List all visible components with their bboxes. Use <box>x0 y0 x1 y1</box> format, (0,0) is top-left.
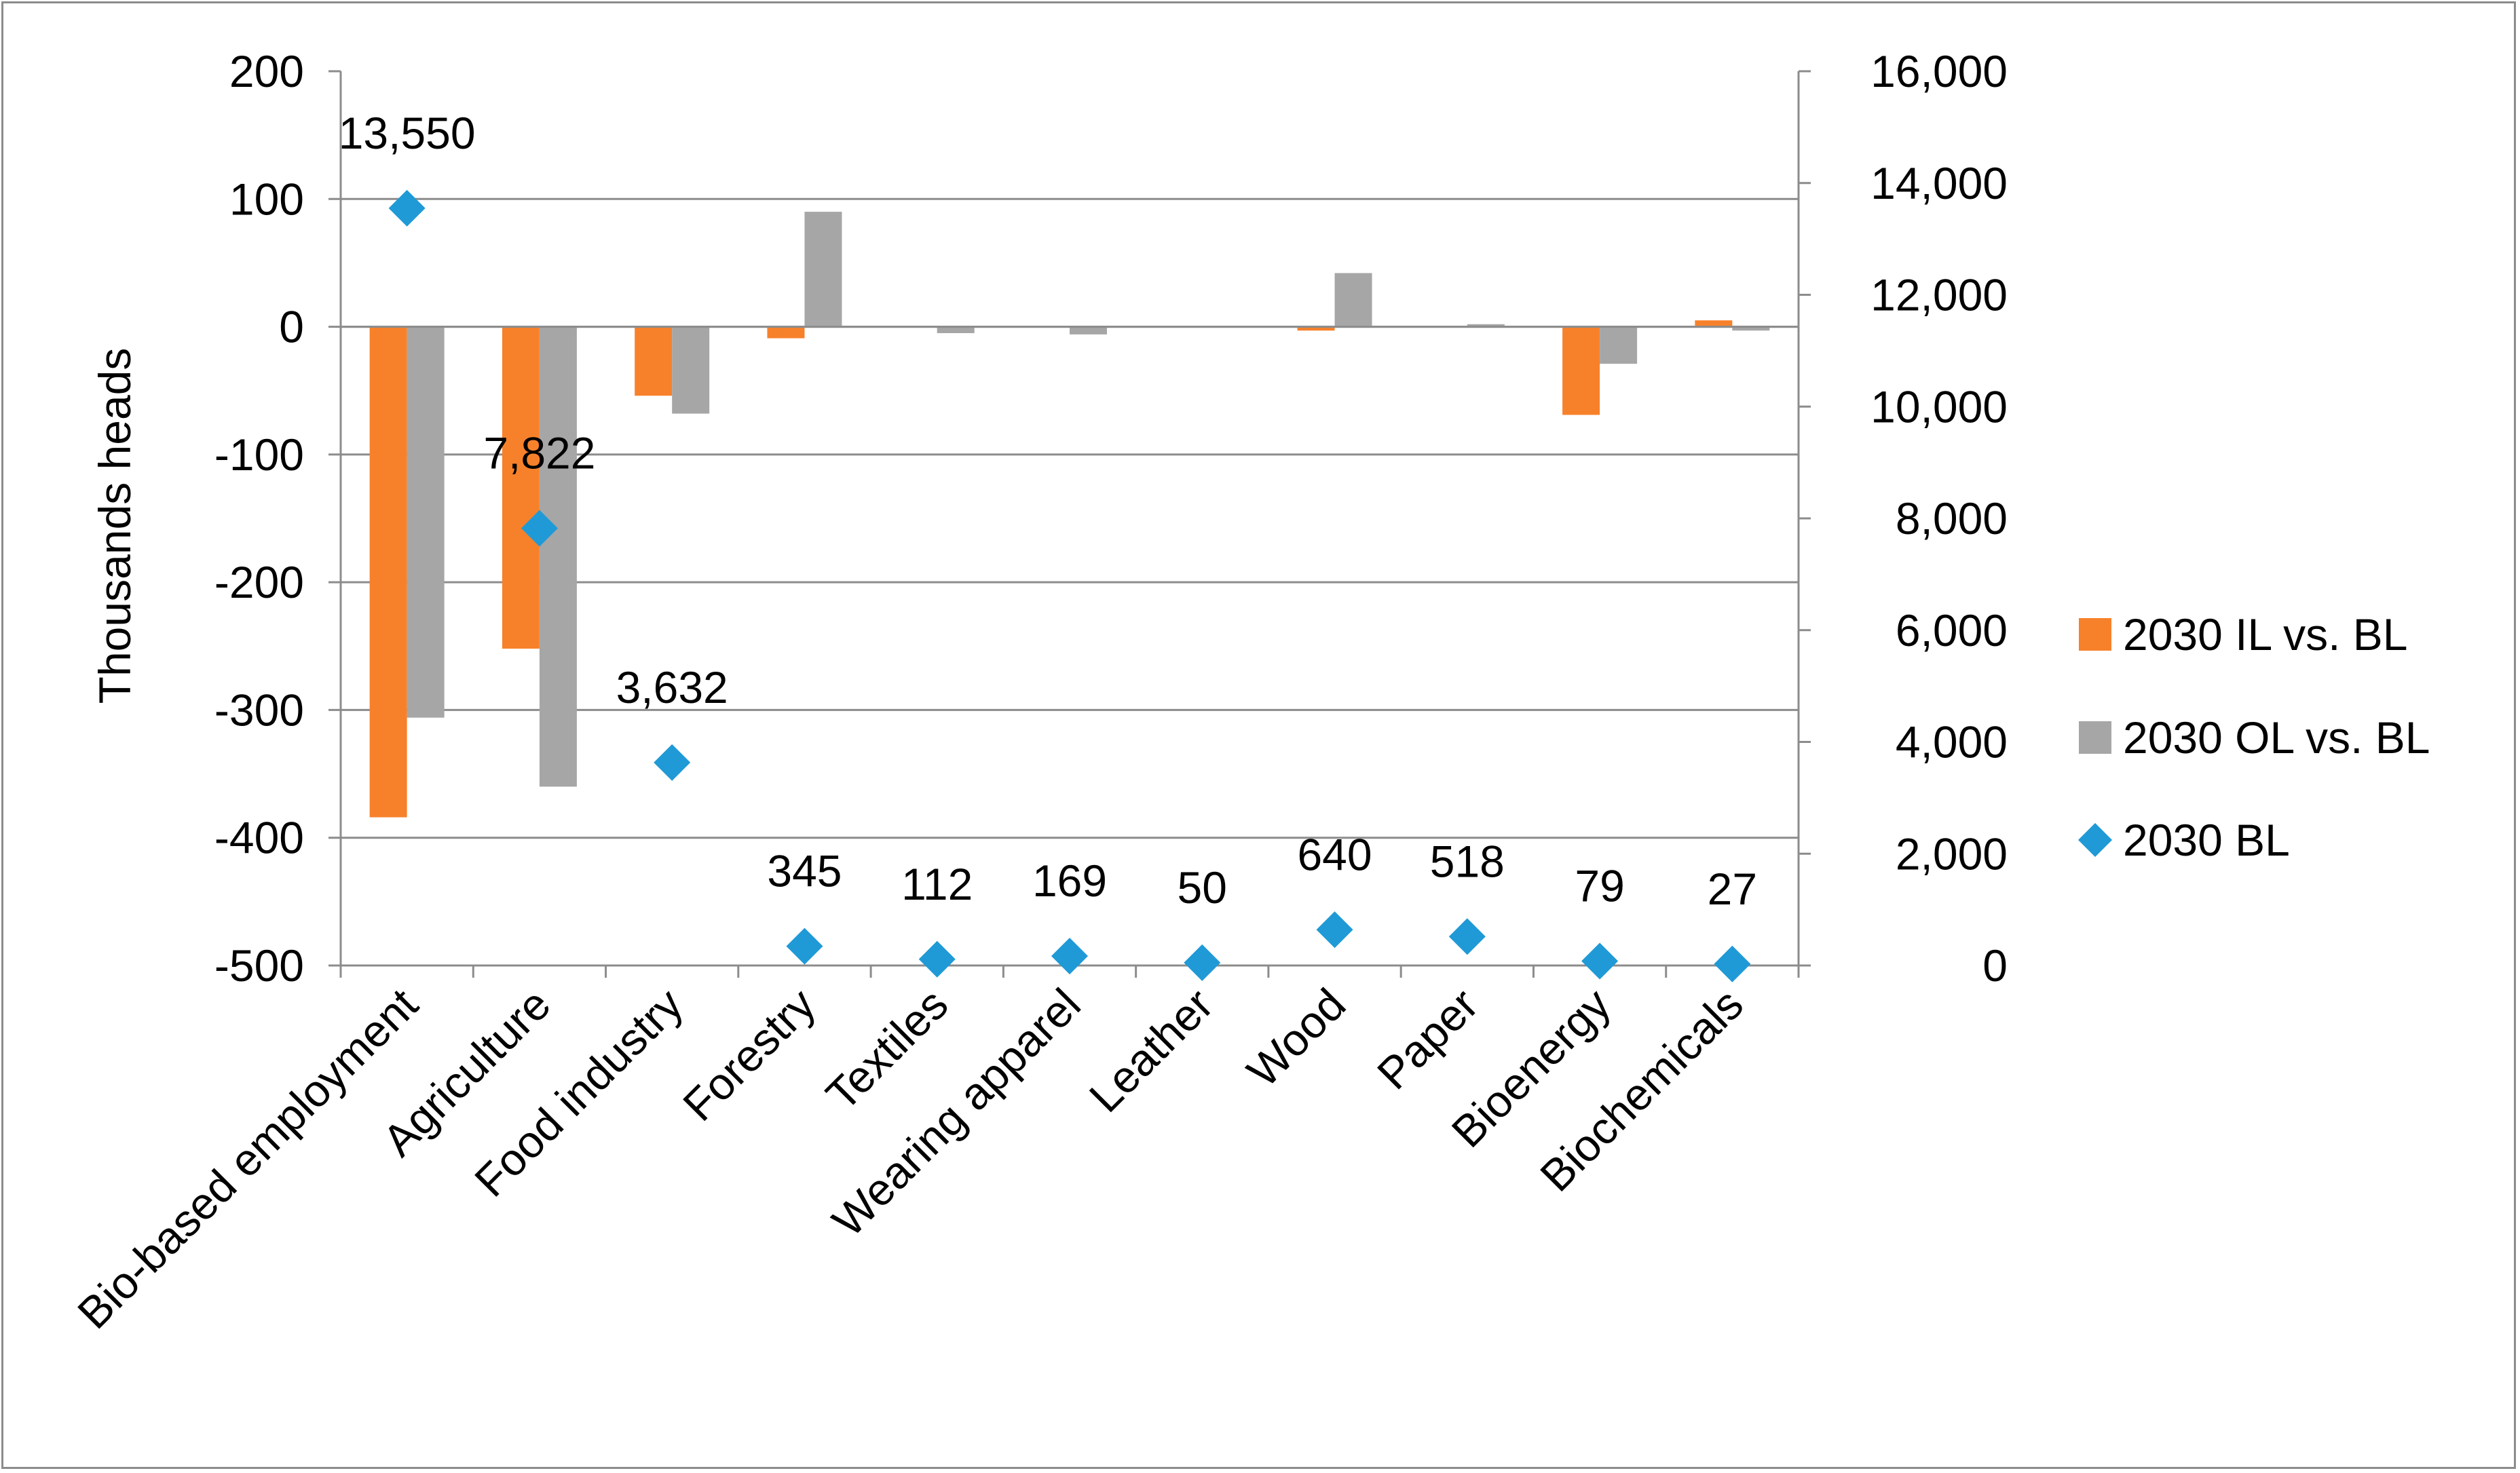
axes <box>328 70 1811 978</box>
bl-points <box>388 189 1751 982</box>
legend-swatch-1 <box>2079 721 2111 754</box>
left-tick-label: 200 <box>229 46 304 96</box>
legend-label-1: 2030 OL vs. BL <box>2123 712 2430 763</box>
legend-label-0: 2030 IL vs. BL <box>2123 609 2408 659</box>
legend-swatch-0 <box>2079 618 2111 651</box>
legend-swatch-2 <box>2078 823 2112 857</box>
right-tick-label: 6,000 <box>1896 605 2008 655</box>
bl-point-0 <box>388 189 426 227</box>
bars <box>369 212 1770 818</box>
bl-data-label: 50 <box>1178 862 1227 913</box>
right-tick-label: 8,000 <box>1896 493 2008 543</box>
bl-point-10 <box>1714 945 1751 982</box>
bl-data-label: 3,632 <box>616 662 728 712</box>
left-tick-label: -300 <box>214 685 304 735</box>
right-tick-label: 12,000 <box>1870 270 2008 320</box>
bl-point-1 <box>521 510 558 547</box>
bl-point-7 <box>1316 911 1353 949</box>
left-tick-label: -500 <box>214 940 304 991</box>
legend: 2030 IL vs. BL 2030 OL vs. BL 2030 BL <box>2078 609 2430 865</box>
bar-il-10 <box>1695 320 1733 327</box>
bar-ol-7 <box>1334 273 1372 327</box>
right-tick-label: 2,000 <box>1896 828 2008 879</box>
bl-data-label: 7,822 <box>483 428 595 478</box>
left-tick-label: 0 <box>279 302 304 352</box>
bl-point-6 <box>1184 944 1221 981</box>
bl-data-label: 79 <box>1575 860 1624 911</box>
bar-ol-0 <box>407 326 445 718</box>
bar-il-2 <box>635 326 673 396</box>
category-label: Wood <box>1237 979 1355 1096</box>
right-tick-label: 0 <box>1982 940 2008 991</box>
bar-il-3 <box>767 326 805 339</box>
bar-ol-4 <box>937 326 975 333</box>
bar-ol-1 <box>539 326 577 787</box>
bar-ol-2 <box>672 326 710 414</box>
left-axis-ticks: 200 100 0 -100 -200 -300 -400 -500 <box>214 46 304 991</box>
bl-point-5 <box>1051 938 1088 975</box>
right-tick-label: 4,000 <box>1896 717 2008 767</box>
bl-data-label: 518 <box>1430 836 1505 886</box>
bl-point-9 <box>1581 942 1619 980</box>
left-tick-label: -100 <box>214 429 304 480</box>
bl-point-8 <box>1448 918 1486 955</box>
category-label: Paper <box>1368 979 1488 1099</box>
right-tick-label: 16,000 <box>1870 46 2008 96</box>
bl-data-label: 112 <box>901 859 973 909</box>
bl-point-3 <box>786 927 823 965</box>
bar-il-9 <box>1562 326 1600 415</box>
right-tick-label: 10,000 <box>1870 381 2008 432</box>
bar-il-0 <box>369 326 407 818</box>
bar-il-1 <box>502 326 540 649</box>
bar-ol-8 <box>1467 324 1505 327</box>
bar-ol-3 <box>804 212 842 327</box>
bar-ol-10 <box>1732 326 1770 331</box>
bl-data-label: 345 <box>767 846 842 896</box>
bl-data-label: 27 <box>1708 864 1757 914</box>
legend-label-2: 2030 BL <box>2123 815 2290 865</box>
bar-il-7 <box>1297 326 1335 331</box>
left-tick-label: -400 <box>214 813 304 863</box>
left-tick-label: 100 <box>229 174 304 224</box>
right-tick-label: 14,000 <box>1870 158 2008 208</box>
bar-ol-5 <box>1070 326 1107 334</box>
bl-data-label: 13,550 <box>339 108 476 158</box>
category-label: Leather <box>1080 979 1223 1122</box>
bl-data-label: 640 <box>1297 829 1372 879</box>
bl-data-labels: 13,550 7,822 3,632 345 112 169 50 640 518 79 27 <box>339 108 1757 914</box>
category-label: Bio-based employment <box>68 979 428 1339</box>
bar-ol-9 <box>1600 326 1638 364</box>
right-axis-ticks: 16,000 14,000 12,000 10,000 8,000 6,000 4,000 2… <box>1870 46 2008 991</box>
bl-data-label: 169 <box>1032 856 1107 906</box>
category-label: Forestry <box>673 979 825 1130</box>
category-label: Wearing apparel <box>823 979 1090 1246</box>
y-axis-title: Thousands heads <box>90 348 140 704</box>
bl-point-2 <box>654 744 691 781</box>
bl-point-4 <box>918 940 956 978</box>
left-tick-label: -200 <box>214 557 304 607</box>
